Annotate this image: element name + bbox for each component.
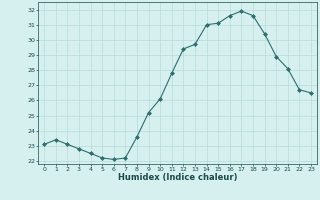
X-axis label: Humidex (Indice chaleur): Humidex (Indice chaleur) (118, 173, 237, 182)
